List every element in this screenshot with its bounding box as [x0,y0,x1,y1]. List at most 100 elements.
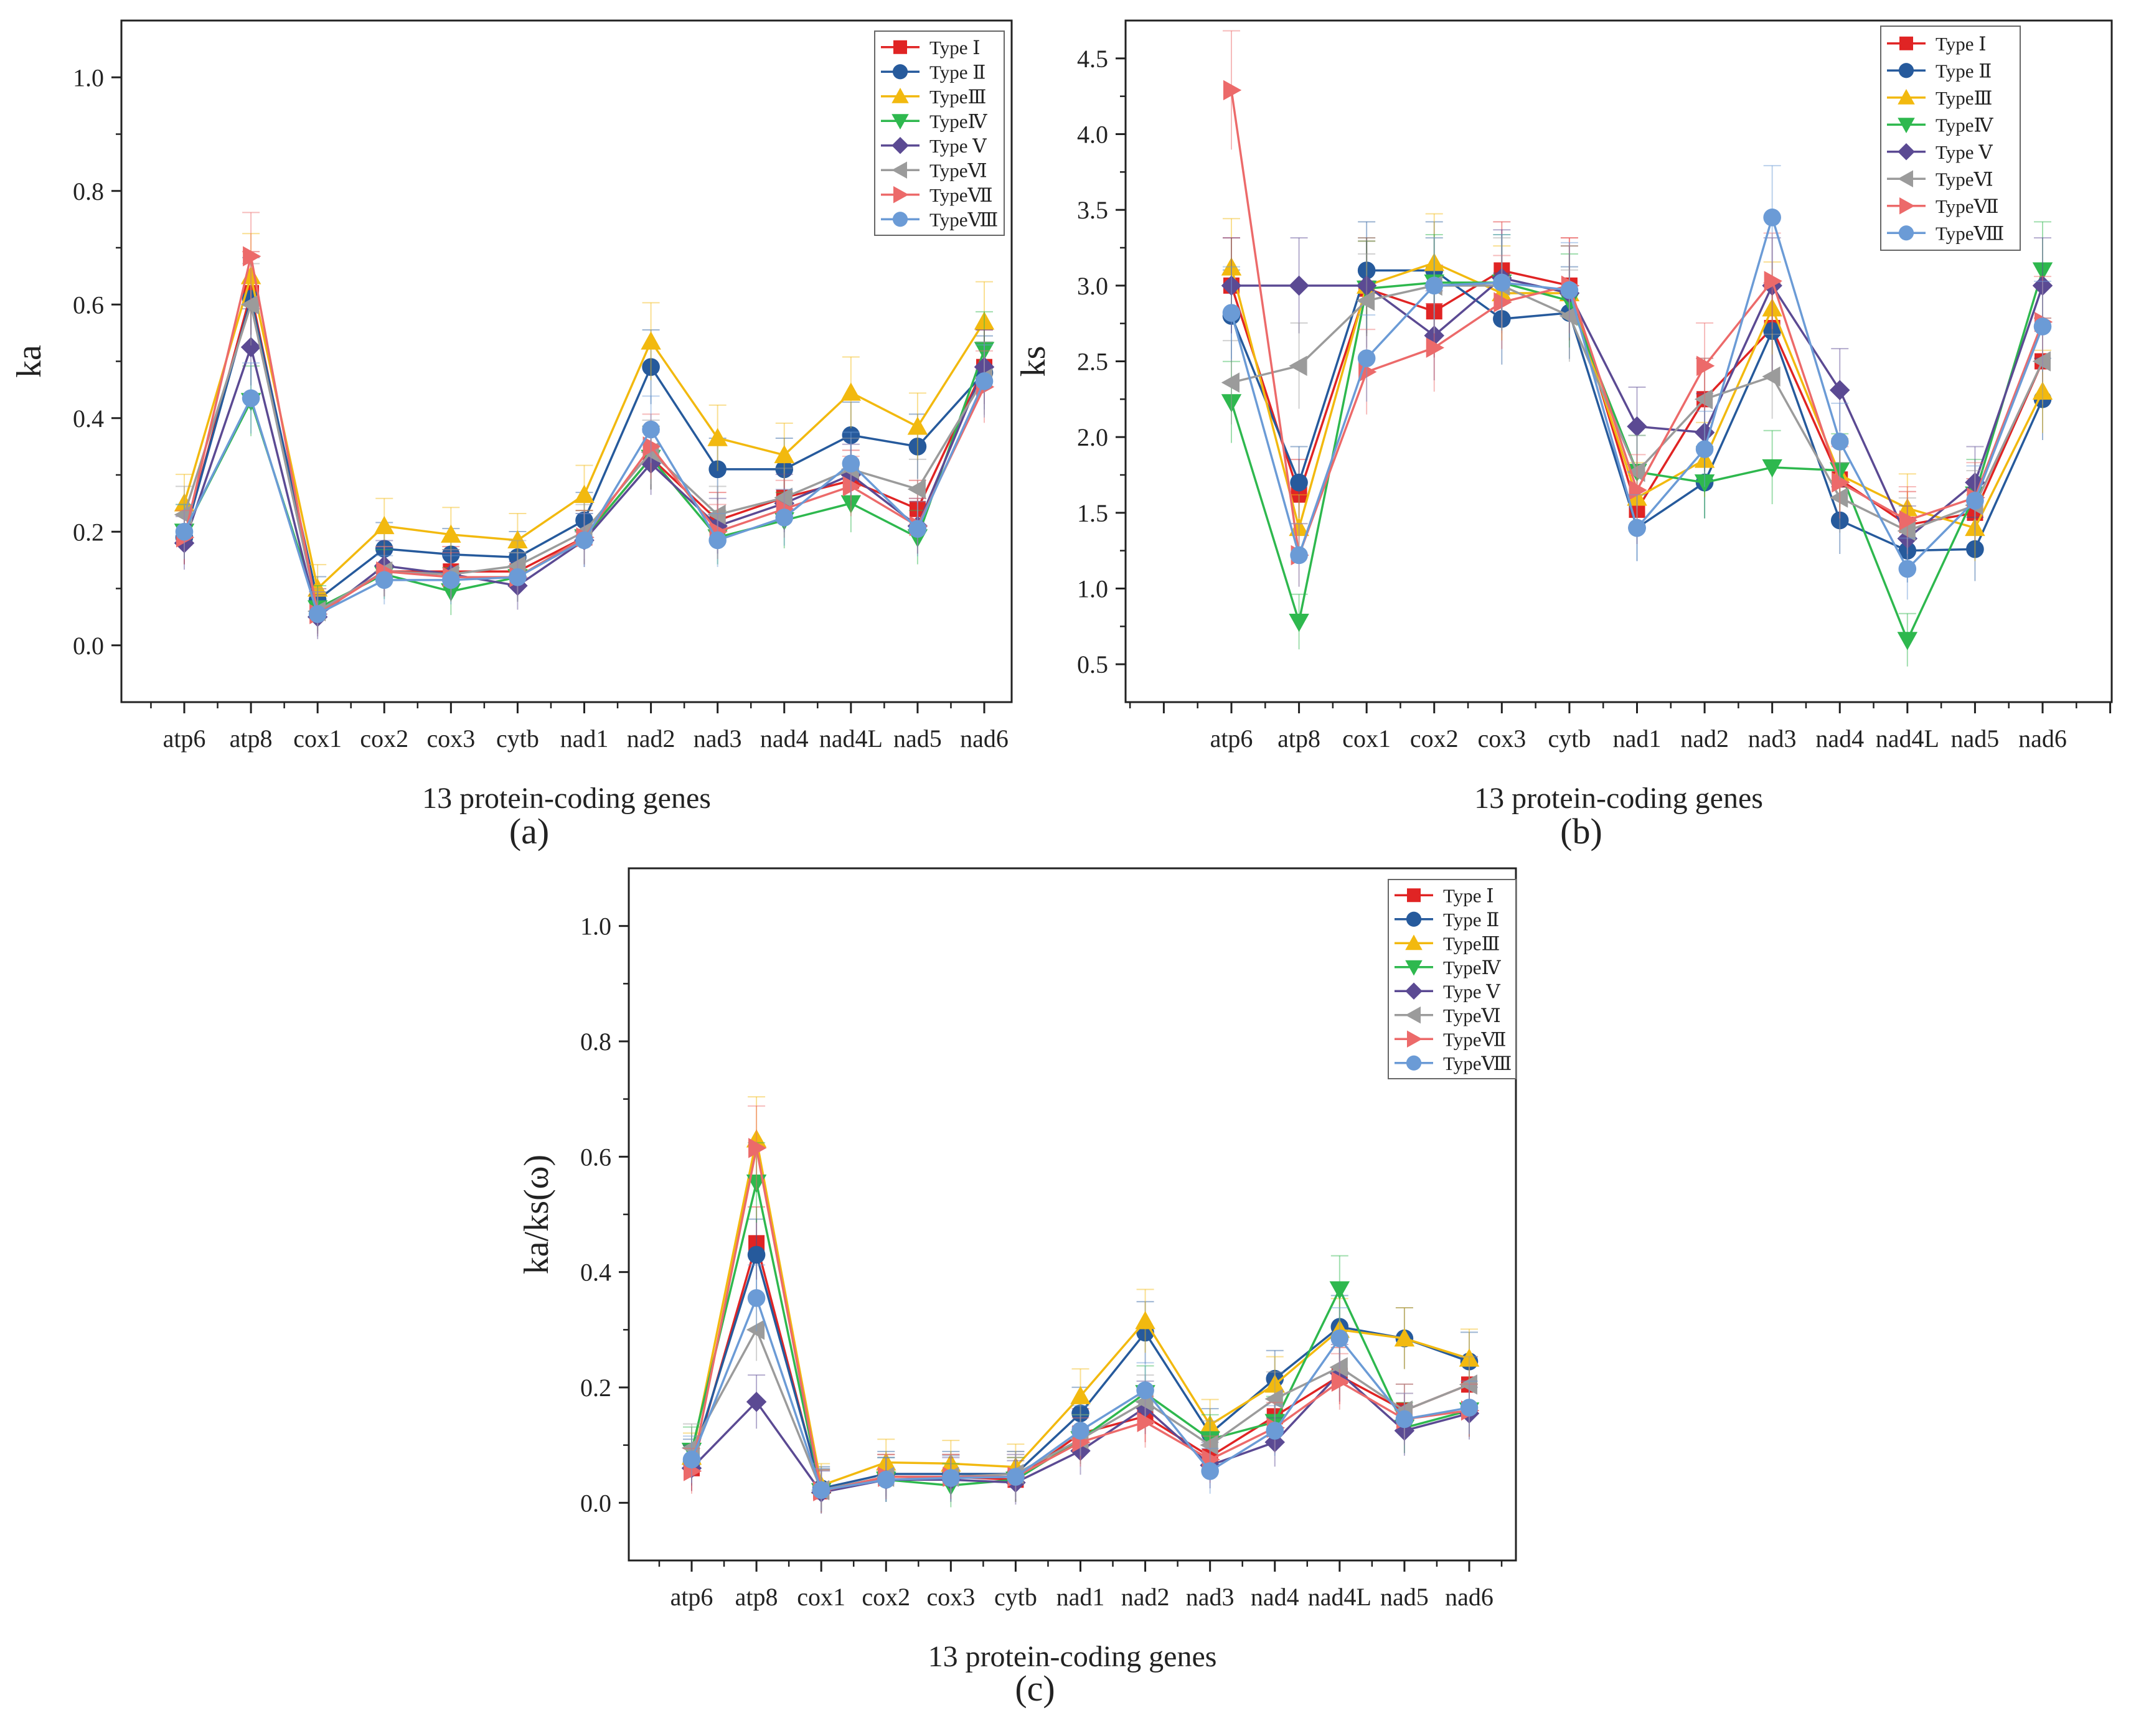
y-tick-label: 1.5 [1077,499,1108,527]
data-point [509,568,527,586]
data-point [1136,1381,1154,1399]
data-point [1832,472,1850,493]
data-point [1628,518,1646,537]
data-point [642,358,660,376]
data-point [2032,381,2053,400]
data-point [707,428,728,446]
data-point [1356,275,1377,296]
data-point [974,311,995,330]
data-point [2032,262,2053,281]
data-point [842,476,862,497]
data-point [1264,1389,1283,1409]
y-tick-label: 2.0 [1077,423,1108,451]
data-point [942,1469,960,1487]
data-point [941,1453,961,1472]
data-point [1897,498,1918,517]
data-point [240,337,261,357]
x-tick-label: nad1 [1056,1583,1105,1611]
x-tick-label: nad5 [893,725,942,753]
legend-marker [1898,225,1914,241]
data-point [1459,1348,1480,1367]
x-tick-label: cox3 [1477,725,1526,753]
data-point [1426,337,1444,358]
legend-label: Type Ⅱ [1443,909,1499,931]
x-tick-label: nad2 [627,725,675,753]
legend-marker [891,114,909,129]
data-point [1357,349,1376,367]
data-point [1459,1374,1477,1395]
data-point [1289,355,1307,377]
x-tick-label: nad6 [960,725,1009,753]
data-point [1627,461,1645,482]
x-tick-label: atp8 [735,1583,778,1611]
data-point [812,1481,830,1499]
x-tick-label: cytb [1548,725,1591,753]
legend-label: TypeⅥ [1443,1005,1501,1026]
x-tick-label: cox1 [293,725,342,753]
data-point [642,436,661,457]
data-point [877,1470,895,1489]
data-point [1494,292,1512,312]
x-tick-label: nad3 [1748,725,1797,753]
panel-label: (c) [1015,1668,1055,1709]
data-point [1329,1357,1348,1377]
y-tick-label: 4.0 [1077,121,1108,149]
legend-marker [1898,89,1915,105]
legend-marker [1407,1030,1423,1048]
data-point [2033,317,2052,335]
y-axis-title: ka/ks(ω) [517,1155,556,1274]
legend-marker [1405,982,1423,1000]
data-point [682,1450,701,1469]
data-point [1071,1422,1089,1440]
x-tick-label: atp8 [230,725,273,753]
y-tick-label: 0.6 [73,291,104,319]
data-point [1763,209,1781,227]
data-point [1289,275,1309,296]
data-point [375,540,393,558]
data-point [1200,1435,1218,1455]
legend-marker [892,64,908,80]
legend-marker [1898,63,1914,78]
data-point [774,487,793,508]
data-point [1070,1386,1091,1404]
x-tick-label: cytb [994,1583,1037,1611]
data-point [747,1289,766,1307]
legend-label: TypeⅦ [1443,1028,1507,1050]
data-point [907,479,926,500]
x-tick-label: nad4L [1308,1583,1371,1611]
data-point [1762,459,1782,478]
legend-label: TypeⅢ [929,86,986,108]
data-point [1289,517,1309,537]
data-point [1329,1281,1350,1300]
y-tick-label: 2.5 [1077,348,1108,376]
data-point [243,246,261,266]
y-tick-label: 3.5 [1077,196,1108,224]
data-point [974,342,995,360]
y-tick-label: 0.4 [580,1259,611,1287]
legend-label: TypeⅥ [1936,168,1993,190]
panel-b: 0.5 1.0 1.5 2.0 2.5 3.0 3.5 4.0 4.5 atp6 atp8 cox1 c… [1014,19,2113,852]
legend-label: Type Ⅰ [1936,33,1987,55]
legend-label: TypeⅣ [1443,957,1502,978]
y-tick-label: 0.0 [73,632,104,660]
data-point [1200,1414,1220,1433]
data-point [1627,487,1647,506]
x-tick-label: cox2 [360,725,408,753]
legend-label: TypeⅥ [929,159,987,181]
data-point [1357,261,1376,279]
y-tick-label: 0.4 [73,405,104,433]
data-point [1201,1462,1219,1480]
data-point [840,382,862,401]
data-point [1694,474,1715,493]
data-point [908,520,927,538]
data-point [842,454,860,473]
data-point [708,531,727,550]
y-tick-label: 0.5 [1077,650,1108,678]
legend-label: TypeⅧ [1936,222,2004,244]
x-tick-label: cox3 [426,725,475,753]
legend-marker [1405,1006,1421,1024]
panel-label: (b) [1560,811,1602,852]
data-point [1830,433,1849,451]
